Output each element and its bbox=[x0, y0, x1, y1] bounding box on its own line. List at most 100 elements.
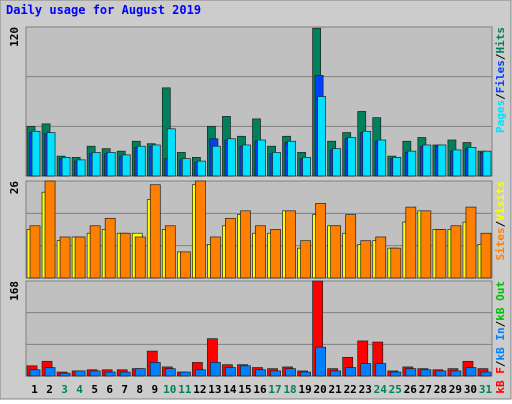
bar bbox=[362, 130, 372, 177]
x-tick-label: 25 bbox=[389, 383, 402, 396]
x-tick-label: 15 bbox=[238, 383, 251, 396]
bar bbox=[317, 96, 326, 177]
bar bbox=[435, 229, 447, 279]
bar bbox=[287, 140, 296, 177]
legend: Sites/Visits bbox=[494, 181, 507, 261]
bar bbox=[29, 225, 41, 279]
bar bbox=[257, 139, 266, 177]
legend: Pages/Files/Hits bbox=[494, 27, 507, 133]
bar bbox=[240, 210, 251, 279]
bar bbox=[422, 144, 432, 177]
bar bbox=[285, 368, 296, 377]
bar bbox=[482, 150, 492, 177]
x-tick-label: 24 bbox=[374, 383, 388, 396]
bar bbox=[31, 130, 41, 177]
bar bbox=[450, 225, 462, 279]
bar bbox=[420, 210, 432, 279]
bar bbox=[91, 152, 101, 177]
legend-separator: / bbox=[494, 320, 507, 327]
bar bbox=[225, 367, 236, 377]
bar bbox=[437, 144, 447, 177]
bar bbox=[255, 225, 266, 279]
bar bbox=[405, 368, 417, 377]
x-tick-label: 10 bbox=[163, 383, 176, 396]
bar bbox=[104, 217, 116, 279]
bar bbox=[212, 145, 221, 177]
x-tick-label: 8 bbox=[136, 383, 143, 396]
bar bbox=[179, 251, 191, 279]
bar bbox=[181, 158, 191, 177]
bar bbox=[136, 145, 146, 177]
x-tick-label: 18 bbox=[283, 383, 296, 396]
bar bbox=[119, 371, 131, 377]
bar bbox=[300, 371, 311, 377]
bar bbox=[59, 236, 71, 279]
panel bbox=[25, 280, 493, 377]
bar bbox=[227, 138, 236, 177]
x-tick-label: 5 bbox=[91, 383, 98, 396]
bar bbox=[240, 365, 251, 377]
bar bbox=[330, 225, 342, 279]
bar bbox=[345, 214, 357, 279]
bar bbox=[61, 157, 71, 177]
bar bbox=[29, 369, 41, 377]
x-tick-label: 29 bbox=[449, 383, 462, 396]
legend-entry: kB F bbox=[494, 367, 507, 394]
x-tick-label: 6 bbox=[106, 383, 113, 396]
bar bbox=[179, 371, 191, 377]
bar bbox=[121, 154, 131, 177]
bar bbox=[44, 367, 56, 377]
bar bbox=[332, 148, 342, 177]
x-tick-label: 16 bbox=[253, 383, 267, 396]
x-tick-label: 2 bbox=[46, 383, 53, 396]
bar bbox=[119, 232, 131, 279]
bar bbox=[452, 149, 462, 177]
legend-entry: Sites bbox=[494, 227, 507, 260]
bar bbox=[104, 371, 116, 377]
x-tick-label: 11 bbox=[178, 383, 192, 396]
bar bbox=[242, 144, 251, 177]
x-tick-label: 7 bbox=[121, 383, 128, 396]
bar bbox=[195, 180, 206, 279]
bar bbox=[465, 367, 477, 377]
legend-separator: / bbox=[494, 53, 507, 60]
x-tick-label: 27 bbox=[419, 383, 432, 396]
bar bbox=[407, 150, 417, 177]
x-tick-label: 20 bbox=[314, 383, 327, 396]
bar bbox=[225, 217, 236, 279]
bar bbox=[375, 363, 387, 377]
bar bbox=[197, 160, 206, 177]
x-tick-label: 17 bbox=[268, 383, 281, 396]
bar bbox=[149, 184, 161, 279]
y-tick-label: 120 bbox=[8, 27, 21, 47]
bar bbox=[315, 203, 326, 279]
bar bbox=[390, 371, 402, 377]
bar bbox=[74, 236, 86, 279]
bar bbox=[375, 236, 387, 279]
legend-entry: Files bbox=[494, 60, 507, 93]
bar bbox=[270, 229, 281, 279]
bar bbox=[330, 370, 342, 377]
legend-separator: / bbox=[494, 93, 507, 100]
bar bbox=[74, 370, 86, 377]
x-tick-label: 28 bbox=[434, 383, 447, 396]
bar bbox=[210, 236, 221, 279]
x-tick-label: 9 bbox=[151, 383, 158, 396]
legend: kB F/kB In/kB Out bbox=[494, 281, 507, 394]
bar bbox=[390, 247, 402, 279]
x-tick-label: 3 bbox=[61, 383, 68, 396]
bar bbox=[300, 240, 311, 279]
bar bbox=[270, 370, 281, 377]
bar bbox=[467, 147, 477, 177]
bar bbox=[134, 368, 146, 377]
bar bbox=[480, 371, 492, 377]
bar bbox=[315, 346, 326, 377]
legend-entry: Hits bbox=[494, 27, 507, 54]
y-tick-label: 168 bbox=[8, 281, 21, 301]
x-tick-label: 14 bbox=[223, 383, 237, 396]
bar bbox=[106, 152, 116, 177]
bar bbox=[435, 370, 447, 377]
bar bbox=[302, 157, 311, 177]
bar bbox=[345, 367, 357, 377]
